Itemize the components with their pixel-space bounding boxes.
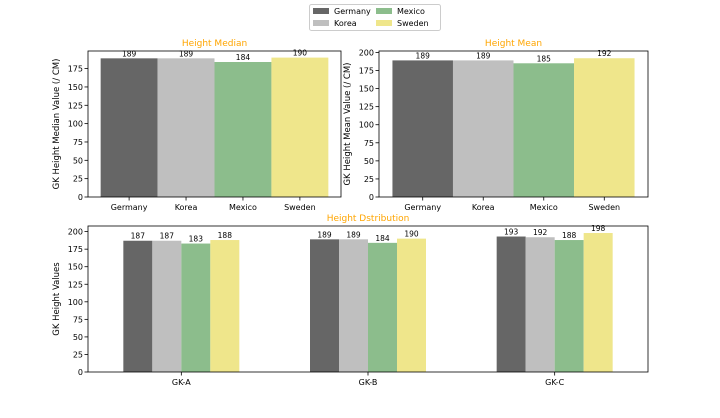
bar-sweden [271,57,329,198]
bar-mexico [214,62,272,198]
y-tick-label: 150 [68,83,83,92]
y-tick-label: 100 [68,298,83,307]
x-tick-label: GK-A [172,378,191,387]
y-tick-label: 175 [68,245,83,254]
y-tick-label: 50 [73,156,83,165]
y-tick-label: 175 [359,67,374,76]
legend-frame [309,4,441,31]
bar-germany-gk-b [310,239,339,372]
y-tick-label: 100 [68,120,83,129]
x-tick-label: Mexico [229,203,257,212]
bar-korea-gk-b [339,239,368,372]
data-label: 187 [160,232,175,241]
bar-sweden-gk-c [583,233,613,372]
y-tick-label: 125 [68,280,83,289]
y-tick-label: 25 [73,350,83,359]
data-label: 189 [416,51,431,60]
axes-frame-mean [378,50,649,198]
chart-distribution [123,233,613,372]
bar-germany-gk-a [123,240,153,372]
bar-mexico-gk-b [368,242,397,372]
data-label: 192 [597,49,612,58]
data-label: 190 [404,230,419,239]
x-tick-label: GK-C [545,378,564,387]
y-axis-label-distribution: GK Height Values [52,262,62,336]
legend-label: Korea [334,19,357,28]
y-axis-label-mean: GK Height Mean Value (/ CM) [343,62,353,185]
legend-label: Sweden [397,19,429,28]
legend-swatch-mexico [376,8,392,14]
legend-swatch-germany [313,8,329,14]
legend-swatch-korea [313,20,329,26]
bar-mexico [513,63,575,198]
data-label: 183 [189,235,204,244]
bar-korea [452,60,514,197]
bar-germany [100,58,158,197]
y-tick-label: 125 [359,103,374,112]
y-tick-label: 75 [73,138,83,147]
data-label: 184 [375,234,390,243]
x-tick-label: Korea [472,203,495,212]
legend-swatch-sweden [376,20,392,26]
data-label: 185 [537,54,552,63]
bar-sweden [574,58,635,197]
y-tick-label: 50 [364,157,374,166]
y-tick-label: 75 [73,315,83,324]
x-tick-label: Sweden [284,203,316,212]
bar-korea-gk-a [152,240,182,372]
y-tick-label: 0 [78,193,83,202]
y-tick-label: 75 [364,139,374,148]
y-tick-label: 100 [359,121,374,130]
legend-label: Germany [334,7,371,16]
data-label: 189 [317,230,332,239]
y-tick-label: 0 [78,368,83,377]
data-label: 187 [131,232,146,241]
data-label: 188 [218,231,233,240]
data-label: 198 [591,224,606,233]
data-label: 193 [504,228,519,237]
y-tick-label: 150 [359,85,374,94]
data-label: 184 [236,53,251,62]
x-tick-label: Germany [111,203,148,212]
bar-mexico-gk-a [181,243,211,372]
chart-median [100,57,329,198]
chart-title-mean: Height Mean [485,39,542,49]
y-tick-label: 25 [364,175,374,184]
bar-sweden-gk-b [397,238,426,372]
y-tick-label: 25 [73,175,83,184]
chart-mean [392,58,635,198]
data-label: 190 [293,49,308,58]
x-tick-label: Germany [404,203,441,212]
data-label: 192 [533,228,548,237]
data-label: 188 [562,231,577,240]
bar-sweden-gk-a [210,240,240,372]
y-tick-label: 175 [68,65,83,74]
y-tick-label: 200 [68,228,83,237]
bar-korea-gk-c [525,237,555,372]
y-tick-label: 50 [73,333,83,342]
axes-frame-distribution [87,225,649,373]
data-label: 189 [179,49,194,58]
bar-korea [157,58,215,197]
chart-title-median: Height Median [182,39,247,49]
x-tick-label: Sweden [588,203,620,212]
y-axis-label-median: GK Height Median Value (/ CM) [52,59,62,190]
bar-mexico-gk-c [554,240,584,372]
legend-label: Mexico [397,7,425,16]
x-tick-label: GK-B [359,378,378,387]
x-tick-label: Korea [175,203,198,212]
x-tick-label: Mexico [530,203,558,212]
data-label: 189 [122,49,137,58]
y-tick-label: 0 [369,193,374,202]
chart-title-distribution: Height Dstribution [327,214,410,224]
data-label: 189 [476,51,491,60]
data-label: 189 [346,230,361,239]
bar-germany-gk-c [496,236,526,372]
y-tick-label: 200 [359,48,374,57]
bar-germany [392,60,453,197]
y-tick-label: 150 [68,263,83,272]
y-tick-label: 125 [68,101,83,110]
